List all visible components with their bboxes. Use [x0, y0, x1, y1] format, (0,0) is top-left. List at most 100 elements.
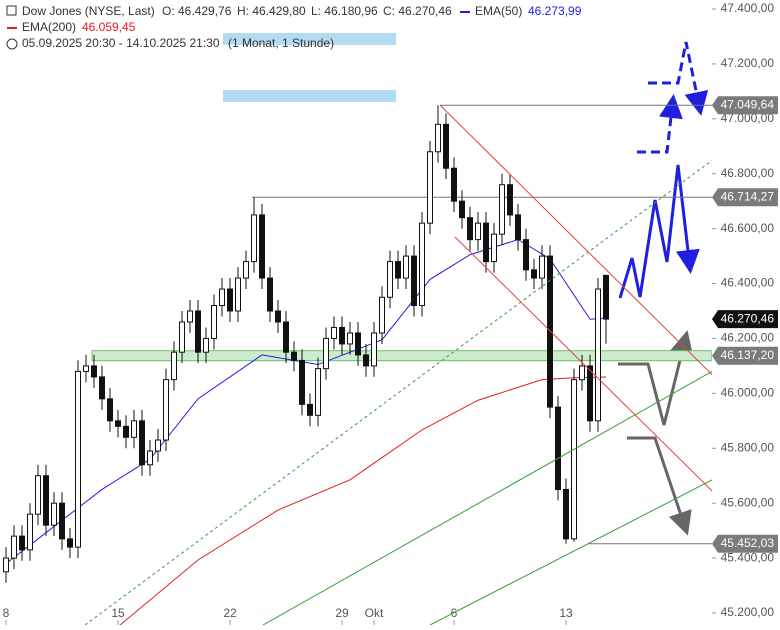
- drawings: [84, 104, 712, 625]
- candle-body: [483, 222, 489, 263]
- candle-body: [283, 321, 289, 353]
- candle-body: [403, 255, 409, 279]
- candle-body: [339, 326, 345, 345]
- candle-body: [147, 450, 153, 466]
- forecast-gray: [627, 436, 692, 536]
- forecast-dashed: [637, 94, 683, 154]
- legend-label: EMA(200): [22, 20, 76, 34]
- level-label: 45.452,03: [721, 536, 775, 550]
- x-tick-label: Okt: [365, 606, 384, 620]
- candle-body: [51, 502, 57, 526]
- highlight: [223, 90, 396, 102]
- candle-body: [587, 365, 593, 422]
- highlight: [223, 33, 396, 45]
- candle-body: [219, 288, 225, 307]
- last-price-label: 46.270,46: [721, 311, 775, 325]
- y-tick-label: 47.000,00: [721, 111, 775, 125]
- candle-body: [11, 535, 17, 559]
- x-tick-label: 15: [111, 606, 125, 620]
- candle-body: [83, 365, 89, 372]
- candle-body: [539, 255, 545, 279]
- plot: [3, 104, 712, 625]
- candle-body: [491, 233, 497, 263]
- candle-body: [171, 351, 177, 381]
- candle-body: [515, 214, 521, 241]
- candle-body: [603, 274, 609, 320]
- candle-body: [443, 123, 449, 169]
- candle-body: [203, 337, 209, 353]
- candle-body: [355, 332, 361, 356]
- y-tick-label: 46.000,00: [721, 386, 775, 400]
- candle-body: [363, 354, 369, 367]
- candle-body: [387, 261, 393, 298]
- header: Dow Jones (NYSE, Last) O: 46.429,76 H: 4…: [6, 4, 582, 50]
- candle-body: [547, 255, 553, 408]
- y-tick-label: 46.200,00: [721, 331, 775, 345]
- candle-body: [451, 167, 457, 202]
- y-tick-label: 46.400,00: [721, 276, 775, 290]
- y-tick-label: 45.200,00: [721, 605, 775, 619]
- y-tick-label: 45.600,00: [721, 495, 775, 509]
- candle-body: [19, 535, 25, 551]
- y-tick-label: 47.200,00: [721, 56, 775, 70]
- candle-body: [499, 184, 505, 235]
- candle-body: [251, 214, 257, 263]
- clock-icon: [6, 38, 18, 50]
- candle-body: [579, 365, 585, 381]
- ohlc: O: 46.429,76: [162, 4, 232, 18]
- forecast-gray: [618, 330, 694, 426]
- candle-body: [235, 277, 241, 312]
- trend-red: [454, 236, 712, 492]
- candle-body: [435, 123, 441, 153]
- candle-body: [555, 406, 561, 490]
- zone-label: 46.137,20: [721, 348, 775, 362]
- candle-body: [419, 222, 425, 307]
- candle-body: [211, 305, 217, 339]
- candle-body: [99, 376, 105, 400]
- y-tick-label: 45.400,00: [721, 550, 775, 564]
- ohlc: C: 46.270,46: [383, 4, 452, 18]
- instrument: Dow Jones (NYSE, Last): [22, 4, 155, 18]
- trend-red: [439, 104, 712, 376]
- candle-body: [3, 557, 9, 573]
- candle-body: [107, 398, 113, 422]
- candle-body: [243, 261, 249, 279]
- candle-body: [131, 420, 137, 438]
- candle-body: [299, 359, 305, 405]
- candle-body: [35, 475, 41, 515]
- zone-label-box: [712, 346, 778, 365]
- candle-body: [43, 475, 49, 526]
- x-tick-label: 6: [451, 606, 458, 620]
- forecast-dashed: [648, 41, 709, 116]
- candle-body: [315, 368, 321, 416]
- x-tick-label: 8: [3, 606, 10, 620]
- candle-body: [291, 351, 297, 361]
- trend-dotted: [84, 159, 712, 625]
- candle-body: [195, 310, 201, 353]
- x-tick-label: 13: [559, 606, 573, 620]
- candle-body: [323, 337, 329, 370]
- candle-body: [307, 403, 313, 416]
- candle-body: [67, 538, 73, 548]
- ema-line: [119, 376, 607, 625]
- candle-body: [331, 326, 337, 339]
- level-label: 47.049,64: [721, 97, 775, 111]
- x-tick-label: 22: [223, 606, 237, 620]
- candle-body: [227, 288, 233, 312]
- candle-body: [155, 439, 161, 452]
- y-tick-label: 46.600,00: [721, 221, 775, 235]
- last-price-label-box: [712, 310, 778, 329]
- legend-label: EMA(50): [475, 4, 522, 18]
- candle-body: [427, 151, 433, 224]
- y-tick-label: 45.800,00: [721, 440, 775, 454]
- level-label-box: [712, 534, 778, 553]
- forecast: [618, 41, 709, 536]
- candle-body: [115, 420, 121, 427]
- candle-body: [123, 425, 129, 438]
- candle-body: [259, 214, 265, 279]
- x-tick-label: 29: [335, 606, 349, 620]
- ohlc: L: 46.180,96: [311, 4, 378, 18]
- candle-body: [523, 239, 529, 271]
- candle-body: [371, 332, 377, 367]
